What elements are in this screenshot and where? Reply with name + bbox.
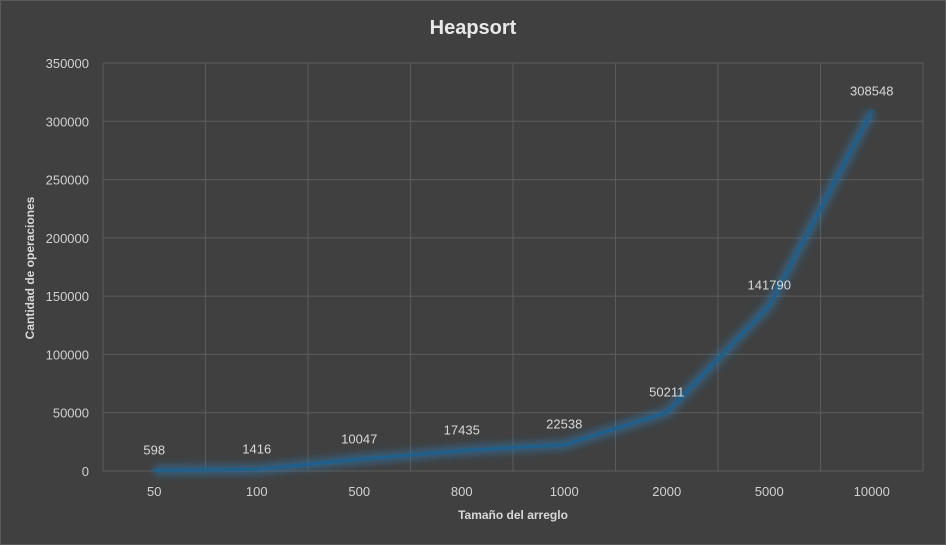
data-label: 1416 (242, 441, 271, 456)
data-point (152, 468, 156, 472)
x-tick-label: 50 (147, 484, 161, 499)
series (152, 109, 876, 475)
y-tick-label: 250000 (46, 173, 89, 188)
data-label: 17435 (444, 423, 480, 438)
data-point (357, 457, 361, 461)
y-tick-label: 100000 (46, 347, 89, 362)
data-label: 598 (143, 442, 165, 457)
data-point (255, 467, 259, 471)
x-tick-label: 5000 (755, 484, 784, 499)
y-axis-title: Cantidad de operaciones (23, 196, 37, 339)
data-label: 308548 (850, 83, 893, 98)
x-tick-label: 2000 (652, 484, 681, 499)
x-tick-label: 1000 (550, 484, 579, 499)
data-point (562, 443, 566, 447)
x-tick-label: 10000 (854, 484, 890, 499)
data-point (665, 410, 669, 414)
series-line (152, 109, 874, 472)
y-tick-label: 0 (82, 464, 89, 479)
x-tick-label: 100 (246, 484, 268, 499)
chart-title: Heapsort (429, 17, 517, 39)
y-tick-label: 150000 (46, 289, 89, 304)
y-tick-label: 200000 (46, 231, 89, 246)
grid (102, 62, 924, 472)
x-axis-title: Tamaño del arreglo (458, 508, 568, 522)
y-tick-label: 50000 (53, 406, 89, 421)
x-tick-label: 800 (451, 484, 473, 499)
y-tick-label: 350000 (46, 56, 89, 71)
data-point (870, 109, 874, 113)
x-tick-label: 500 (348, 484, 370, 499)
data-label: 50211 (649, 384, 684, 399)
data-label: 141790 (748, 278, 791, 293)
y-tick-label: 300000 (46, 114, 89, 129)
axis-ticks: 0 50000 100000 150000 200000 250000 300000 3500… (46, 56, 890, 499)
data-label: 10047 (341, 431, 377, 446)
data-label: 22538 (546, 417, 582, 432)
data-point (767, 304, 771, 308)
data-point (460, 449, 464, 453)
data-labels: 598 1416 10047 17435 22538 50211 141790 308548 (143, 83, 893, 457)
